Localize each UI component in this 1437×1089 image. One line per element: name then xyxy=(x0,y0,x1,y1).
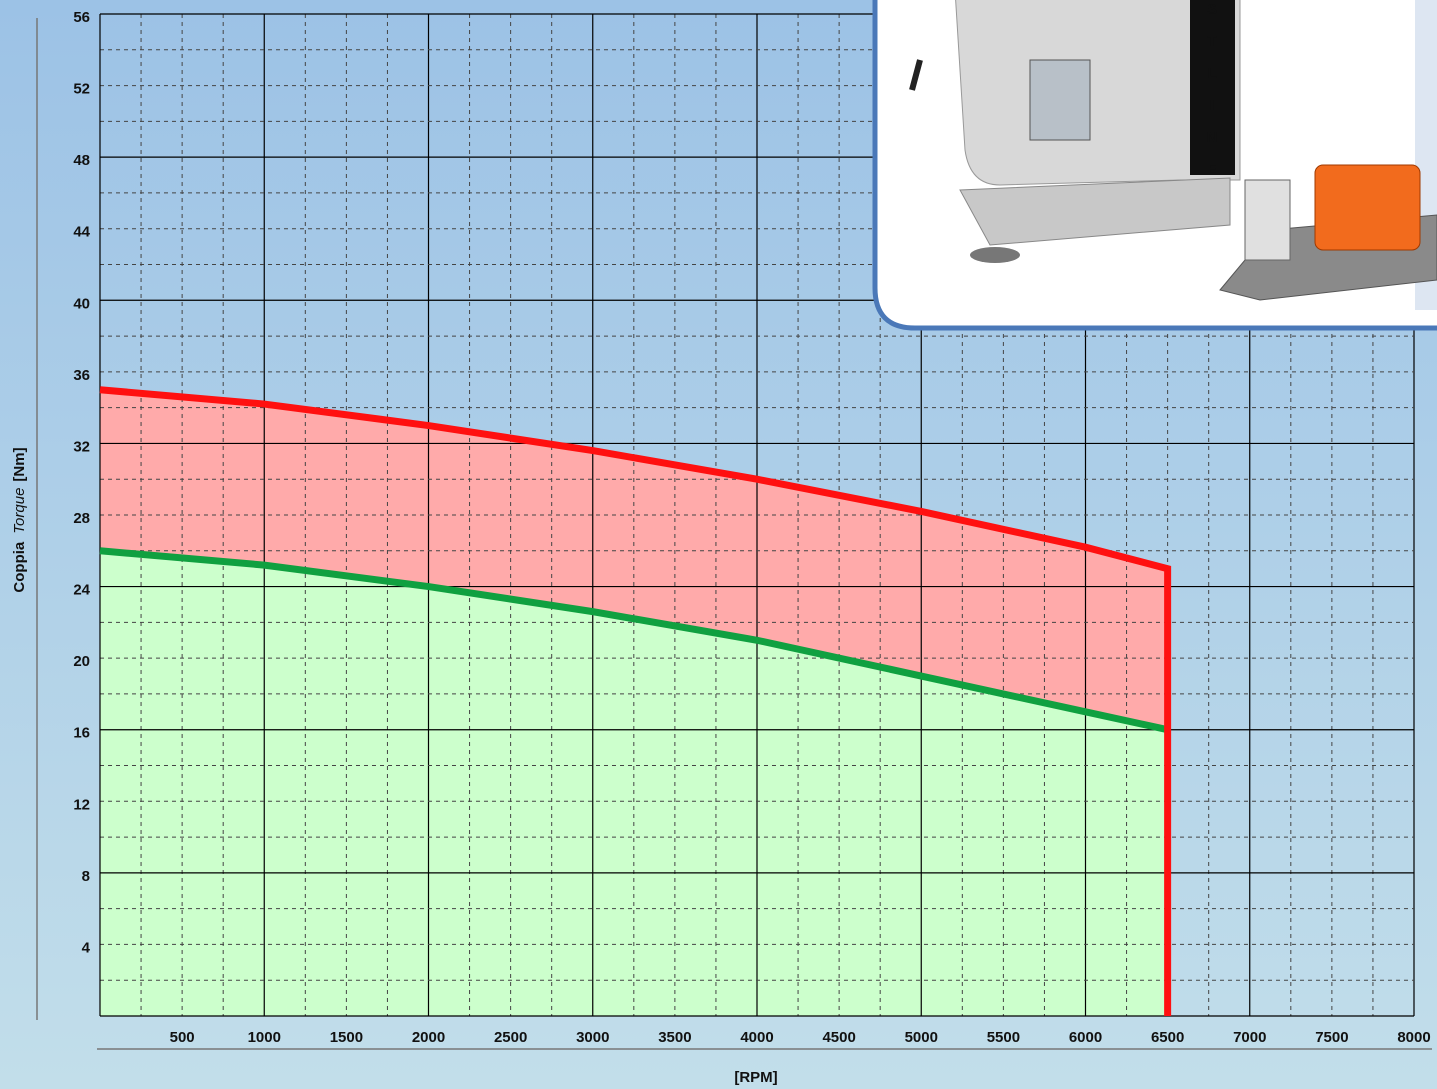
x-tick-label: 6000 xyxy=(1069,1029,1102,1046)
x-tick-label: 4000 xyxy=(740,1029,773,1046)
y-tick-label: 36 xyxy=(73,367,90,384)
x-tick-label: 3500 xyxy=(658,1029,691,1046)
y-tick-label: 12 xyxy=(73,796,90,813)
y-tick-label: 56 xyxy=(73,9,90,26)
y-tick-label: 48 xyxy=(73,152,90,169)
y-tick-label: 20 xyxy=(73,653,90,670)
x-tick-label: 3000 xyxy=(576,1029,609,1046)
x-tick-label: 4500 xyxy=(822,1029,855,1046)
tool-clamp xyxy=(1245,180,1290,260)
x-tick-label: 6500 xyxy=(1151,1029,1184,1046)
machine-part xyxy=(1030,60,1090,140)
chart: 500 1000 1500 2000 2500 3000 3500 4000 4500 5000 5… xyxy=(0,0,1437,1089)
page: 500 1000 1500 2000 2500 3000 3500 4000 4500 5000 5… xyxy=(0,0,1437,1089)
y-tick-label: 28 xyxy=(73,510,90,527)
x-tick-label: 2000 xyxy=(412,1029,445,1046)
x-tick-label: 8000 xyxy=(1397,1029,1430,1046)
y-tick-label: 44 xyxy=(73,224,90,241)
y-tick-label: 32 xyxy=(73,438,90,455)
y-tick-label: 52 xyxy=(73,81,90,98)
y-label-italic: Torque xyxy=(11,488,28,534)
x-tick-label: 7500 xyxy=(1315,1029,1348,1046)
y-tick-label: 24 xyxy=(73,582,90,599)
y-tick-label: 40 xyxy=(73,295,90,312)
x-tick-label: 2500 xyxy=(494,1029,527,1046)
x-tick-label: 5500 xyxy=(987,1029,1020,1046)
x-tick-label: 1000 xyxy=(248,1029,281,1046)
x-tick-label: 7000 xyxy=(1233,1029,1266,1046)
y-label-main: Coppia xyxy=(11,541,28,592)
x-tick-label: 500 xyxy=(170,1029,195,1046)
tool-motor xyxy=(1315,165,1420,250)
y-axis-label: Coppia Torque [Nm] xyxy=(11,447,28,592)
machine-foot xyxy=(970,247,1020,263)
x-tick-label: 5000 xyxy=(905,1029,938,1046)
x-tick-label: 1500 xyxy=(330,1029,363,1046)
y-label-unit: [Nm] xyxy=(11,447,28,481)
x-axis-label: [RPM] xyxy=(734,1069,777,1086)
machine-stripe xyxy=(1190,0,1235,175)
y-tick-label: 8 xyxy=(82,868,90,885)
y-tick-label: 16 xyxy=(73,725,90,742)
y-tick-label: 4 xyxy=(82,939,91,956)
